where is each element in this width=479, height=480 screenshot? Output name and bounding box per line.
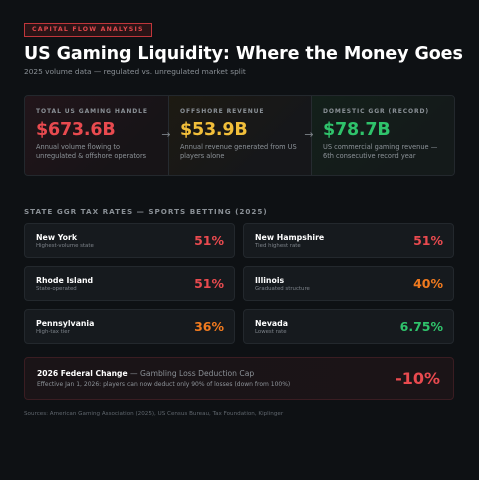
state-note: Graduated structure (255, 286, 310, 292)
state-name: Nevada (255, 319, 288, 328)
federal-title-bold: 2026 Federal Change (37, 369, 128, 378)
state-card-rhode-island: Rhode Island State-operated 51% (24, 266, 235, 301)
state-card-new-hampshire: New Hampshire Tied highest rate 51% (243, 223, 454, 258)
state-rate: 51% (413, 233, 443, 248)
stat-label: TOTAL US GAMING HANDLE (36, 108, 148, 115)
sources-footnote: Sources: American Gaming Association (20… (24, 411, 284, 417)
page-title: US Gaming Liquidity: Where the Money Goe… (24, 44, 463, 64)
state-note: State-operated (36, 286, 77, 292)
tax-rate-grid: New York Highest-volume state 51% New Ha… (24, 223, 454, 344)
federal-change-card: 2026 Federal Change — Gambling Loss Dedu… (24, 357, 454, 400)
tax-section-label: STATE GGR TAX RATES — SPORTS BETTING (20… (24, 207, 268, 216)
stat-total-handle: TOTAL US GAMING HANDLE $673.6B Annual vo… (25, 96, 168, 175)
stat-value: $673.6B (36, 120, 116, 140)
state-rate: 36% (194, 319, 224, 334)
stat-label: OFFSHORE REVENUE (180, 108, 265, 115)
state-rate: 6.75% (399, 319, 443, 334)
state-name: Pennsylvania (36, 319, 95, 328)
stats-panel: TOTAL US GAMING HANDLE $673.6B Annual vo… (24, 95, 455, 176)
state-rate: 51% (194, 233, 224, 248)
stat-description: Annual revenue generated from US players… (180, 143, 297, 161)
state-note: Highest-volume state (36, 243, 94, 249)
state-card-new-york: New York Highest-volume state 51% (24, 223, 235, 258)
state-rate: 51% (194, 276, 224, 291)
state-card-nevada: Nevada Lowest rate 6.75% (243, 309, 454, 344)
federal-title: 2026 Federal Change — Gambling Loss Dedu… (37, 369, 254, 378)
stat-description: US commercial gaming revenue — 6th conse… (323, 143, 438, 161)
federal-value: -10% (395, 369, 440, 388)
state-name: New Hampshire (255, 233, 325, 242)
state-note: Tied highest rate (255, 243, 301, 249)
stat-value: $53.9B (180, 120, 248, 140)
stat-value: $78.7B (323, 120, 391, 140)
state-name: Rhode Island (36, 276, 94, 285)
federal-description: Effective Jan 1, 2026: players can now d… (37, 381, 291, 388)
stat-offshore-revenue: → OFFSHORE REVENUE $53.9B Annual revenue… (161, 96, 311, 175)
stat-label: DOMESTIC GGR (RECORD) (323, 108, 430, 115)
arrow-right-icon: → (304, 128, 314, 141)
state-card-illinois: Illinois Graduated structure 40% (243, 266, 454, 301)
section-tag: CAPITAL FLOW ANALYSIS (24, 23, 152, 37)
state-note: High-tax tier (36, 329, 70, 335)
state-card-pennsylvania: Pennsylvania High-tax tier 36% (24, 309, 235, 344)
state-name: Illinois (255, 276, 285, 285)
state-name: New York (36, 233, 78, 242)
arrow-right-icon: → (161, 128, 171, 141)
stat-domestic-ggr: → DOMESTIC GGR (RECORD) $78.7B US commer… (304, 96, 454, 175)
stat-description: Annual volume flowing to unregulated & o… (36, 143, 147, 161)
state-rate: 40% (413, 276, 443, 291)
federal-title-rest: — Gambling Loss Deduction Cap (127, 369, 255, 378)
state-note: Lowest rate (255, 329, 287, 335)
page-subtitle: 2025 volume data — regulated vs. unregul… (24, 67, 246, 76)
